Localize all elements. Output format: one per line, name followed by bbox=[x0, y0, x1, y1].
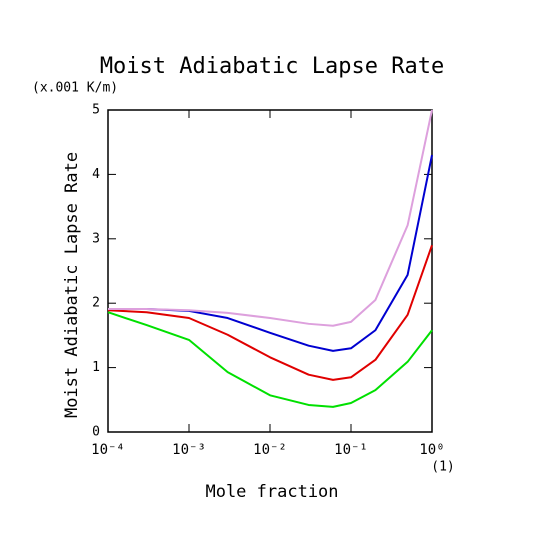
y-tick-label: 4 bbox=[92, 167, 100, 182]
y-unit: (x.001 K/m) bbox=[32, 81, 118, 96]
x-tick-label: 10⁻³ bbox=[172, 442, 206, 458]
y-tick-label: 1 bbox=[92, 360, 100, 375]
y-tick-label: 2 bbox=[92, 296, 100, 311]
series-line bbox=[108, 154, 433, 352]
x-axis-label: Mole fraction bbox=[205, 482, 338, 502]
series-line bbox=[107, 244, 433, 381]
y-tick-label: 3 bbox=[92, 231, 100, 246]
y-axis-label: Moist Adiabatic Lapse Rate bbox=[62, 152, 82, 418]
chart-title: Moist Adiabatic Lapse Rate bbox=[100, 54, 444, 79]
x-tick-label: 10⁰ bbox=[419, 442, 444, 458]
series-line bbox=[107, 311, 433, 408]
x-unit: (1) bbox=[431, 460, 454, 475]
x-tick-label: 10⁻⁴ bbox=[91, 442, 125, 458]
y-tick-label: 5 bbox=[92, 103, 100, 118]
y-tick-label: 0 bbox=[92, 425, 100, 440]
x-tick-label: 10⁻² bbox=[253, 442, 287, 458]
x-tick-label: 10⁻¹ bbox=[334, 442, 368, 458]
series-line bbox=[108, 109, 433, 327]
